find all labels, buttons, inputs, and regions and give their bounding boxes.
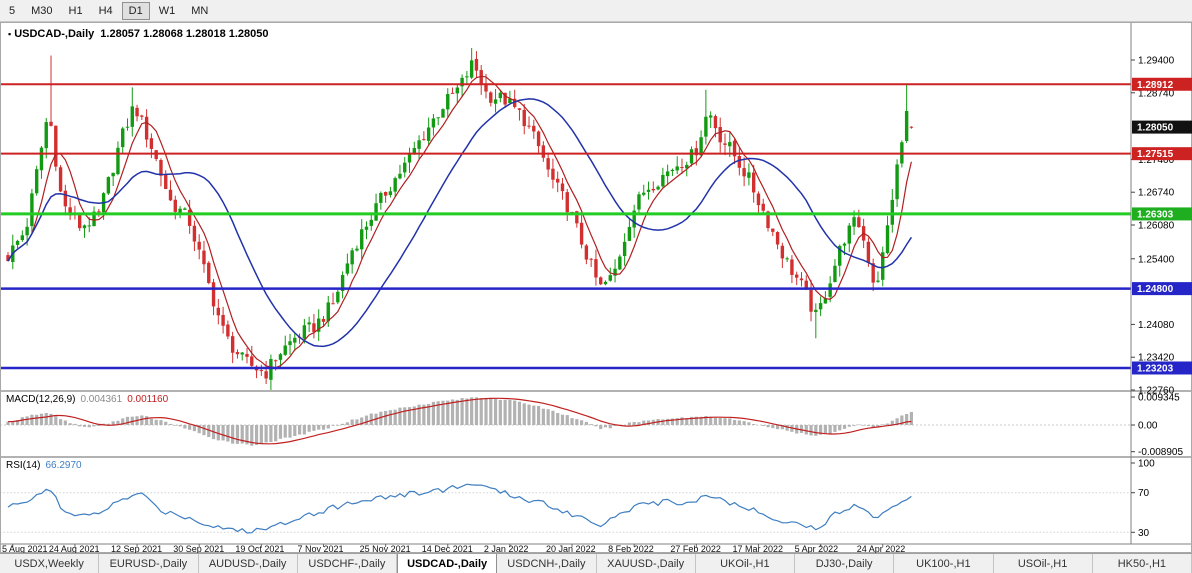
timeframe-button-mn[interactable]: MN — [184, 2, 215, 20]
chart-tab-audusd-daily[interactable]: AUDUSD-,Daily — [199, 554, 298, 573]
ma-fast-line — [7, 75, 912, 369]
price-badge-label: 1.28050 — [1137, 123, 1174, 134]
date-label: 24 Aug 2021 — [48, 544, 100, 554]
price-badge-label: 1.27515 — [1137, 149, 1174, 160]
chart-symbol-label: USDCAD-,Daily — [14, 28, 95, 40]
price-badge — [1132, 120, 1192, 134]
chart-tab-xauusd-daily[interactable]: XAUUSD-,Daily — [597, 554, 696, 573]
timeframe-button-h1[interactable]: H1 — [62, 2, 90, 20]
rsi-line — [7, 483, 912, 534]
macd-pane[interactable] — [0, 397, 1131, 446]
macd-signal-value: 0.001160 — [127, 394, 169, 405]
date-label: 19 Oct 2021 — [235, 544, 285, 554]
date-label: 14 Dec 2021 — [421, 544, 473, 554]
date-label: 7 Nov 2021 — [297, 544, 344, 554]
rsi-tick-label: 100 — [1138, 459, 1155, 470]
date-label: 12 Sep 2021 — [111, 544, 163, 554]
candles — [6, 48, 914, 390]
macd-label: MACD(12,26,9) 0.004361 0.001160 — [6, 394, 173, 405]
macd-name: MACD(12,26,9) — [6, 394, 76, 405]
date-label: 25 Nov 2021 — [359, 544, 411, 554]
price-tick-label: 1.28740 — [1138, 88, 1175, 99]
price-badge-label: 1.24800 — [1137, 284, 1174, 295]
chart-window: 1.29400 1.28740 1.27400 1.26740 1.26080 1.254… — [0, 22, 1192, 554]
chart-tab-hk50-h1[interactable]: HK50-,H1 — [1093, 554, 1192, 573]
timeframe-button-5[interactable]: 5 — [2, 2, 22, 20]
price-tick-label: 1.25400 — [1138, 254, 1175, 265]
macd-tick-label: 0.00 — [1138, 421, 1158, 432]
rsi-pane[interactable] — [0, 483, 1131, 534]
chart-tab-usdchf-daily[interactable]: USDCHF-,Daily — [298, 554, 397, 573]
price-tick-label: 1.24080 — [1138, 320, 1175, 331]
chart-tab-usdcnh-daily[interactable]: USDCNH-,Daily — [497, 554, 597, 573]
price-tick-label: 1.29400 — [1138, 56, 1175, 67]
macd-tick-label: 0.009345 — [1138, 393, 1180, 404]
chart-icon: ▪ — [8, 29, 12, 39]
timeframe-toolbar: 5 M30 H1 H4 D1 W1 MN — [0, 0, 1192, 22]
price-badge — [1132, 77, 1192, 91]
rsi-tick-label: 70 — [1138, 488, 1150, 499]
timeframe-button-w1[interactable]: W1 — [152, 2, 183, 20]
rsi-name: RSI(14) — [6, 460, 41, 471]
price-badge-label: 1.26303 — [1137, 209, 1174, 220]
price-badge — [1132, 207, 1192, 221]
date-label: 8 Feb 2022 — [608, 544, 654, 554]
chart-tab-usoil-h1[interactable]: USOil-,H1 — [994, 554, 1093, 573]
timeframe-button-d1[interactable]: D1 — [121, 1, 150, 20]
date-label: 24 Apr 2022 — [856, 544, 906, 554]
date-label: 5 Aug 2021 — [2, 544, 48, 554]
date-label: 20 Jan 2022 — [546, 544, 596, 554]
chart-tab-eurusd-daily[interactable]: EURUSD-,Daily — [99, 554, 199, 573]
price-tick-label: 1.26740 — [1138, 188, 1175, 199]
macd-tick-label: -0.008905 — [1138, 447, 1183, 458]
chart-tab-ukoil-h1[interactable]: UKOil-,H1 — [696, 554, 795, 573]
date-label: 17 Mar 2022 — [732, 544, 783, 554]
price-badge-label: 1.28912 — [1137, 80, 1174, 91]
timeframe-button-m30[interactable]: M30 — [24, 2, 59, 20]
chart-tab-usdcad-daily[interactable]: USDCAD-,Daily — [397, 554, 498, 573]
price-badge — [1132, 147, 1192, 161]
macd-signal-line — [7, 397, 912, 445]
date-label: 27 Feb 2022 — [670, 544, 721, 554]
chart-tab-dj30-daily[interactable]: DJ30-,Daily — [795, 554, 895, 573]
date-label: 2 Jan 2022 — [483, 544, 529, 554]
price-badge-label: 1.23203 — [1137, 363, 1174, 374]
price-tick-label: 1.27400 — [1138, 155, 1175, 166]
macd-main-value: 0.004361 — [80, 394, 123, 405]
main-pane[interactable] — [0, 48, 1131, 390]
chart-ohlc-values: 1.28057 1.28068 1.28018 1.28050 — [100, 28, 269, 40]
chart-tab-usdx-weekly[interactable]: USDX,Weekly — [0, 554, 100, 573]
chart-title: ▪ USDCAD-,Daily 1.28057 1.28068 1.28018 1.… — [8, 28, 269, 40]
ma-slow-line — [7, 98, 913, 348]
price-tick-label: 1.22760 — [1138, 386, 1175, 397]
price-axis: 1.29400 1.28740 1.27400 1.26740 1.26080 1.254… — [1131, 56, 1192, 539]
date-axis: 5 Aug 2021 24 Aug 2021 12 Sep 2021 30 Sep 2… — [0, 544, 1192, 554]
price-badge — [1132, 361, 1192, 375]
timeframe-button-h4[interactable]: H4 — [92, 2, 120, 20]
price-tick-label: 1.26080 — [1138, 221, 1175, 232]
price-badge — [1132, 282, 1192, 296]
rsi-value: 66.2970 — [45, 460, 82, 471]
rsi-label: RSI(14) 66.2970 — [6, 460, 87, 471]
price-tick-label: 1.23420 — [1138, 353, 1175, 364]
chart-tab-uk100-h1[interactable]: UK100-,H1 — [894, 554, 994, 573]
rsi-tick-label: 30 — [1138, 528, 1150, 539]
chart-tabs-bar: USDX,Weekly EURUSD-,Daily AUDUSD-,Daily USD… — [0, 553, 1192, 573]
date-label: 30 Sep 2021 — [173, 544, 225, 554]
date-label: 5 Apr 2022 — [794, 544, 839, 554]
price-chart-canvas[interactable]: 1.29400 1.28740 1.27400 1.26740 1.26080 1.254… — [0, 22, 1192, 553]
